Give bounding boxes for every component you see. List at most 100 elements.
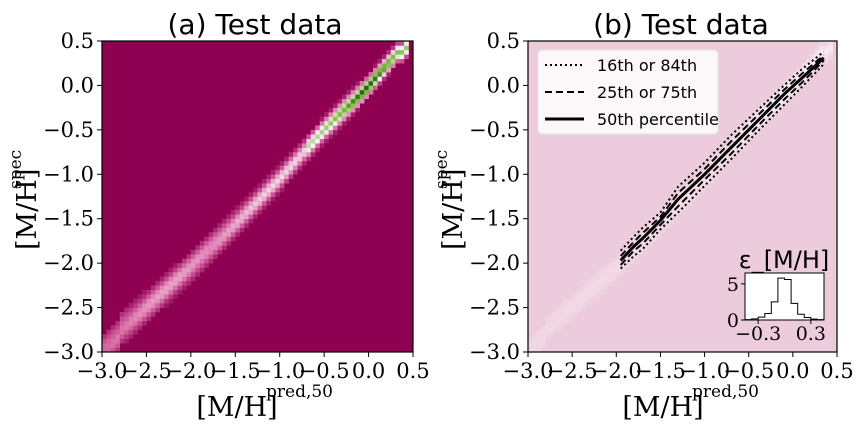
density-cell	[695, 174, 701, 180]
density-cell	[230, 232, 236, 237]
density-cell	[739, 138, 745, 144]
density-cell	[190, 254, 196, 259]
density-cell	[341, 116, 347, 122]
density-cell	[678, 200, 683, 206]
density-cell	[598, 285, 604, 291]
density-cell	[235, 223, 241, 228]
density-cell	[616, 258, 621, 264]
density-cell	[306, 147, 312, 153]
density-cell	[310, 152, 316, 157]
density-cell	[563, 298, 569, 304]
density-cell	[585, 280, 591, 286]
density-cell	[377, 76, 383, 82]
density-cell	[150, 307, 156, 313]
density-cell	[110, 325, 116, 331]
density-cell	[159, 285, 165, 291]
density-cell	[253, 192, 258, 197]
density-cell	[686, 196, 692, 202]
percentile-line-dotted	[619, 50, 825, 252]
density-cell	[545, 334, 551, 339]
x-tick-label: −3.0	[503, 359, 554, 383]
density-cell	[204, 240, 209, 246]
density-cell	[133, 316, 138, 322]
density-cell	[124, 338, 129, 344]
density-cell	[226, 232, 232, 237]
density-cell	[284, 165, 289, 171]
density-cell	[213, 249, 218, 255]
density-cell	[633, 249, 639, 255]
density-cell	[359, 80, 365, 86]
density-cell	[164, 285, 169, 291]
density-cell	[381, 58, 387, 64]
density-cell	[395, 49, 400, 55]
density-cell	[284, 169, 289, 175]
panel-b-ylabel: [M/H]	[438, 169, 469, 250]
density-cell	[739, 125, 745, 131]
y-tick-label: −0.5	[469, 118, 520, 142]
density-cell	[115, 320, 121, 326]
density-cell	[594, 276, 599, 282]
density-cell	[823, 41, 829, 46]
y-tick-label: −2.0	[43, 251, 94, 275]
density-cell	[328, 112, 334, 117]
density-cell	[181, 272, 187, 277]
density-cell	[563, 312, 569, 317]
density-cell	[213, 227, 218, 233]
density-cell	[244, 223, 249, 228]
density-cell	[545, 320, 551, 326]
density-cell	[164, 272, 169, 277]
density-cell	[279, 165, 285, 171]
inset-y-tick-label: 0	[727, 310, 739, 332]
density-cell	[735, 129, 741, 135]
density-cell	[708, 178, 714, 184]
density-cell	[611, 258, 617, 264]
y-tick-label: −1.0	[43, 162, 94, 186]
density-cell	[164, 298, 169, 304]
density-cell	[669, 214, 674, 220]
density-cell	[633, 254, 639, 259]
density-cell	[190, 258, 196, 264]
density-cell	[775, 107, 780, 113]
density-cell	[541, 338, 546, 344]
density-cell	[217, 236, 223, 242]
density-cell	[337, 120, 343, 126]
density-cell	[141, 320, 147, 326]
density-cell	[208, 254, 214, 259]
density-cell	[731, 147, 736, 153]
density-cell	[301, 138, 307, 144]
panel-b-ticks: −3.0−2.5−2.0−1.5−1.0−0.5 0.0 0.50.50.0−0.5…	[469, 29, 854, 383]
density-cell	[173, 285, 178, 291]
panel-a-ylabel: [M/H]	[12, 169, 43, 250]
density-cell	[315, 147, 320, 153]
density-cell	[146, 294, 152, 299]
density-cell	[603, 267, 608, 273]
density-cell	[293, 147, 298, 153]
density-cell	[226, 218, 232, 224]
density-cell	[576, 307, 582, 313]
density-cell	[350, 94, 356, 100]
density-cell	[819, 49, 825, 55]
density-cell	[558, 316, 564, 322]
density-cell	[770, 94, 776, 100]
density-cell	[541, 343, 546, 348]
panel-b-y-axis-label: [M/H] spec	[432, 150, 469, 250]
density-cell	[580, 289, 586, 295]
density-cell	[726, 143, 732, 148]
inset-bars	[745, 277, 824, 320]
density-cell	[213, 245, 218, 251]
density-cell	[404, 54, 409, 60]
density-cell	[217, 232, 223, 237]
density-cell	[124, 329, 129, 335]
density-cell	[355, 80, 360, 86]
y-tick-label: −1.5	[469, 207, 520, 231]
density-cell	[563, 303, 569, 308]
density-cell	[293, 169, 298, 175]
x-tick-label: 0.0	[776, 359, 809, 383]
density-cell	[297, 156, 303, 162]
density-cell	[137, 325, 143, 331]
density-cell	[695, 192, 701, 197]
x-tick-label: 0.0	[352, 359, 385, 383]
density-cell	[572, 303, 577, 308]
density-cell	[399, 54, 405, 60]
